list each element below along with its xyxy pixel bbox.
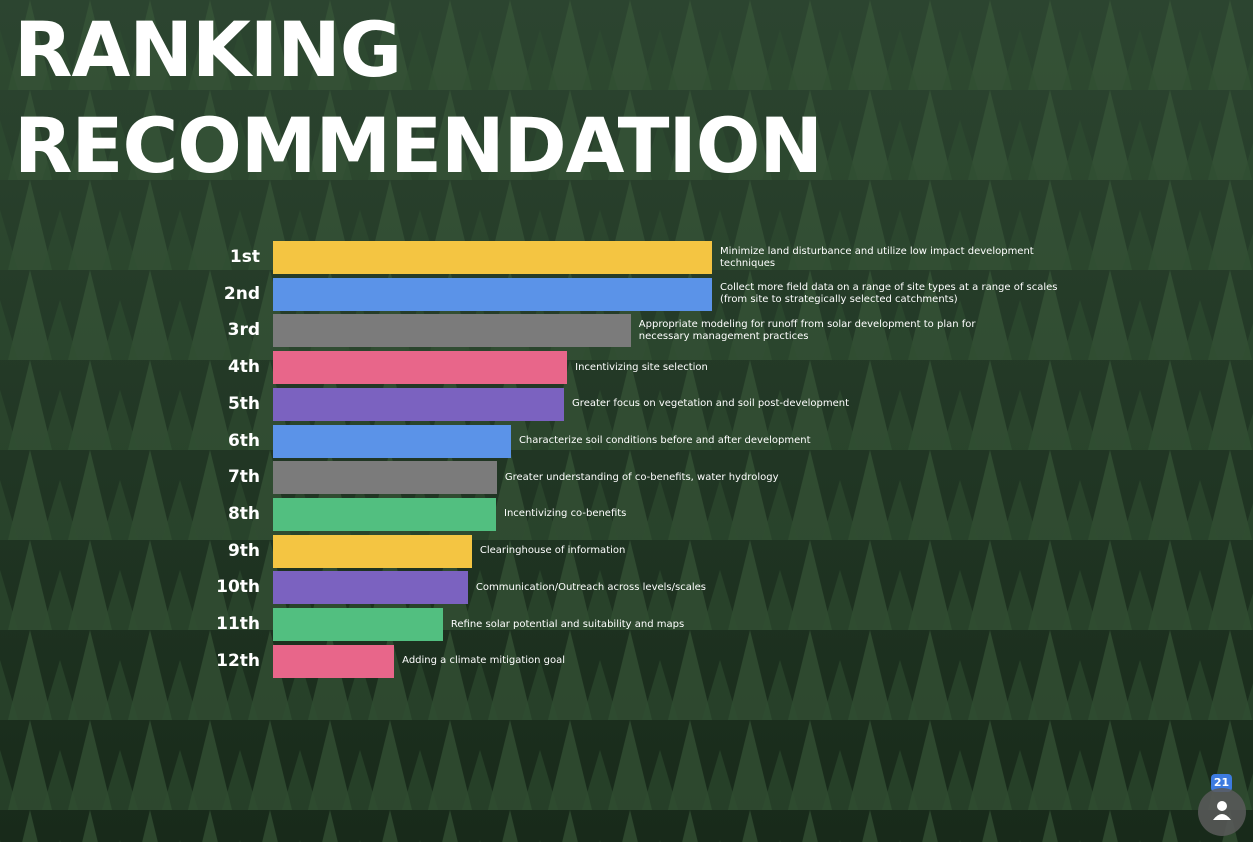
rank-label: 8th xyxy=(227,503,260,524)
bar xyxy=(273,314,631,348)
participant-count: 21 xyxy=(1211,774,1232,792)
bar-label: Collect more field data on a range of si… xyxy=(720,282,1058,306)
bar xyxy=(273,608,443,641)
rank-label: 10th xyxy=(216,577,260,598)
rank-label: 12th xyxy=(216,650,260,671)
bar xyxy=(273,351,568,385)
bar-label: Clearinghouse of information xyxy=(479,545,626,557)
bar-label: Characterize soil conditions before and … xyxy=(518,435,811,446)
rank-label: 3rd xyxy=(227,320,260,341)
rank-label: 2nd xyxy=(223,283,260,304)
rank-label: 7th xyxy=(227,467,260,488)
rank-label: 6th xyxy=(227,430,260,451)
rank-label: 4th xyxy=(227,357,260,378)
person-icon xyxy=(1213,801,1231,820)
bar-label: Appropriate modeling for runoff from sol… xyxy=(638,318,976,342)
title: RANKING RECOMMENDATION xyxy=(14,5,823,190)
rank-label: 11th xyxy=(216,614,260,634)
bar-label: Greater focus on vegetation and soil pos… xyxy=(572,398,850,410)
rank-label: 9th xyxy=(227,540,260,561)
bar-label: Refine solar potential and suitability a… xyxy=(450,618,685,630)
rank-label: 1st xyxy=(229,247,260,267)
bar xyxy=(273,387,565,421)
bar xyxy=(273,644,395,678)
bar xyxy=(273,461,497,495)
bar xyxy=(273,571,468,605)
bar-label: Communication/Outreach across levels/sca… xyxy=(475,581,706,593)
bar xyxy=(273,497,496,531)
rank-label: 5th xyxy=(227,393,260,414)
bar-label: Incentivizing co-benefits xyxy=(504,508,627,520)
bar-label: Minimize land disturbance and utilize lo… xyxy=(720,245,1034,269)
bar xyxy=(273,534,472,568)
bar-label: Adding a climate mitigation goal xyxy=(402,655,566,667)
bar-label: Greater understanding of co-benefits, wa… xyxy=(504,471,779,483)
bar-label: Incentivizing site selection xyxy=(575,361,708,373)
participant-icon[interactable] xyxy=(1198,788,1246,836)
bar xyxy=(273,424,511,458)
bar xyxy=(273,277,712,311)
bar xyxy=(273,241,712,274)
